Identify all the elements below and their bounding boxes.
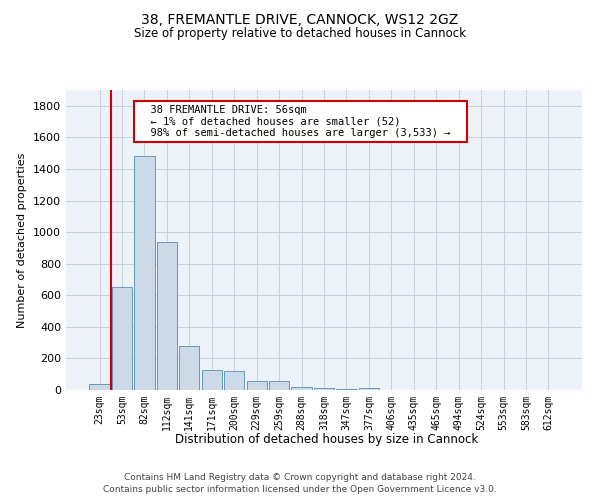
Text: 38 FREMANTLE DRIVE: 56sqm  
  ← 1% of detached houses are smaller (52)  
  98% o: 38 FREMANTLE DRIVE: 56sqm ← 1% of detach… [138,105,463,138]
Bar [292,387,311,390]
Bar [247,380,267,390]
Bar [314,388,334,390]
Y-axis label: Number of detached properties: Number of detached properties [17,152,28,328]
Bar [179,346,199,390]
Bar [224,371,244,390]
Bar [359,388,379,390]
Bar [337,389,356,390]
Text: Size of property relative to detached houses in Cannock: Size of property relative to detached ho… [134,28,466,40]
Text: 38, FREMANTLE DRIVE, CANNOCK, WS12 2GZ: 38, FREMANTLE DRIVE, CANNOCK, WS12 2GZ [142,12,458,26]
Text: Contains public sector information licensed under the Open Government Licence v3: Contains public sector information licen… [103,485,497,494]
Bar [112,288,132,390]
Bar [157,242,177,390]
Text: Contains HM Land Registry data © Crown copyright and database right 2024.: Contains HM Land Registry data © Crown c… [124,472,476,482]
Bar [89,384,110,390]
Bar [134,156,155,390]
Text: Distribution of detached houses by size in Cannock: Distribution of detached houses by size … [175,432,479,446]
Bar [269,380,289,390]
Bar [202,370,222,390]
